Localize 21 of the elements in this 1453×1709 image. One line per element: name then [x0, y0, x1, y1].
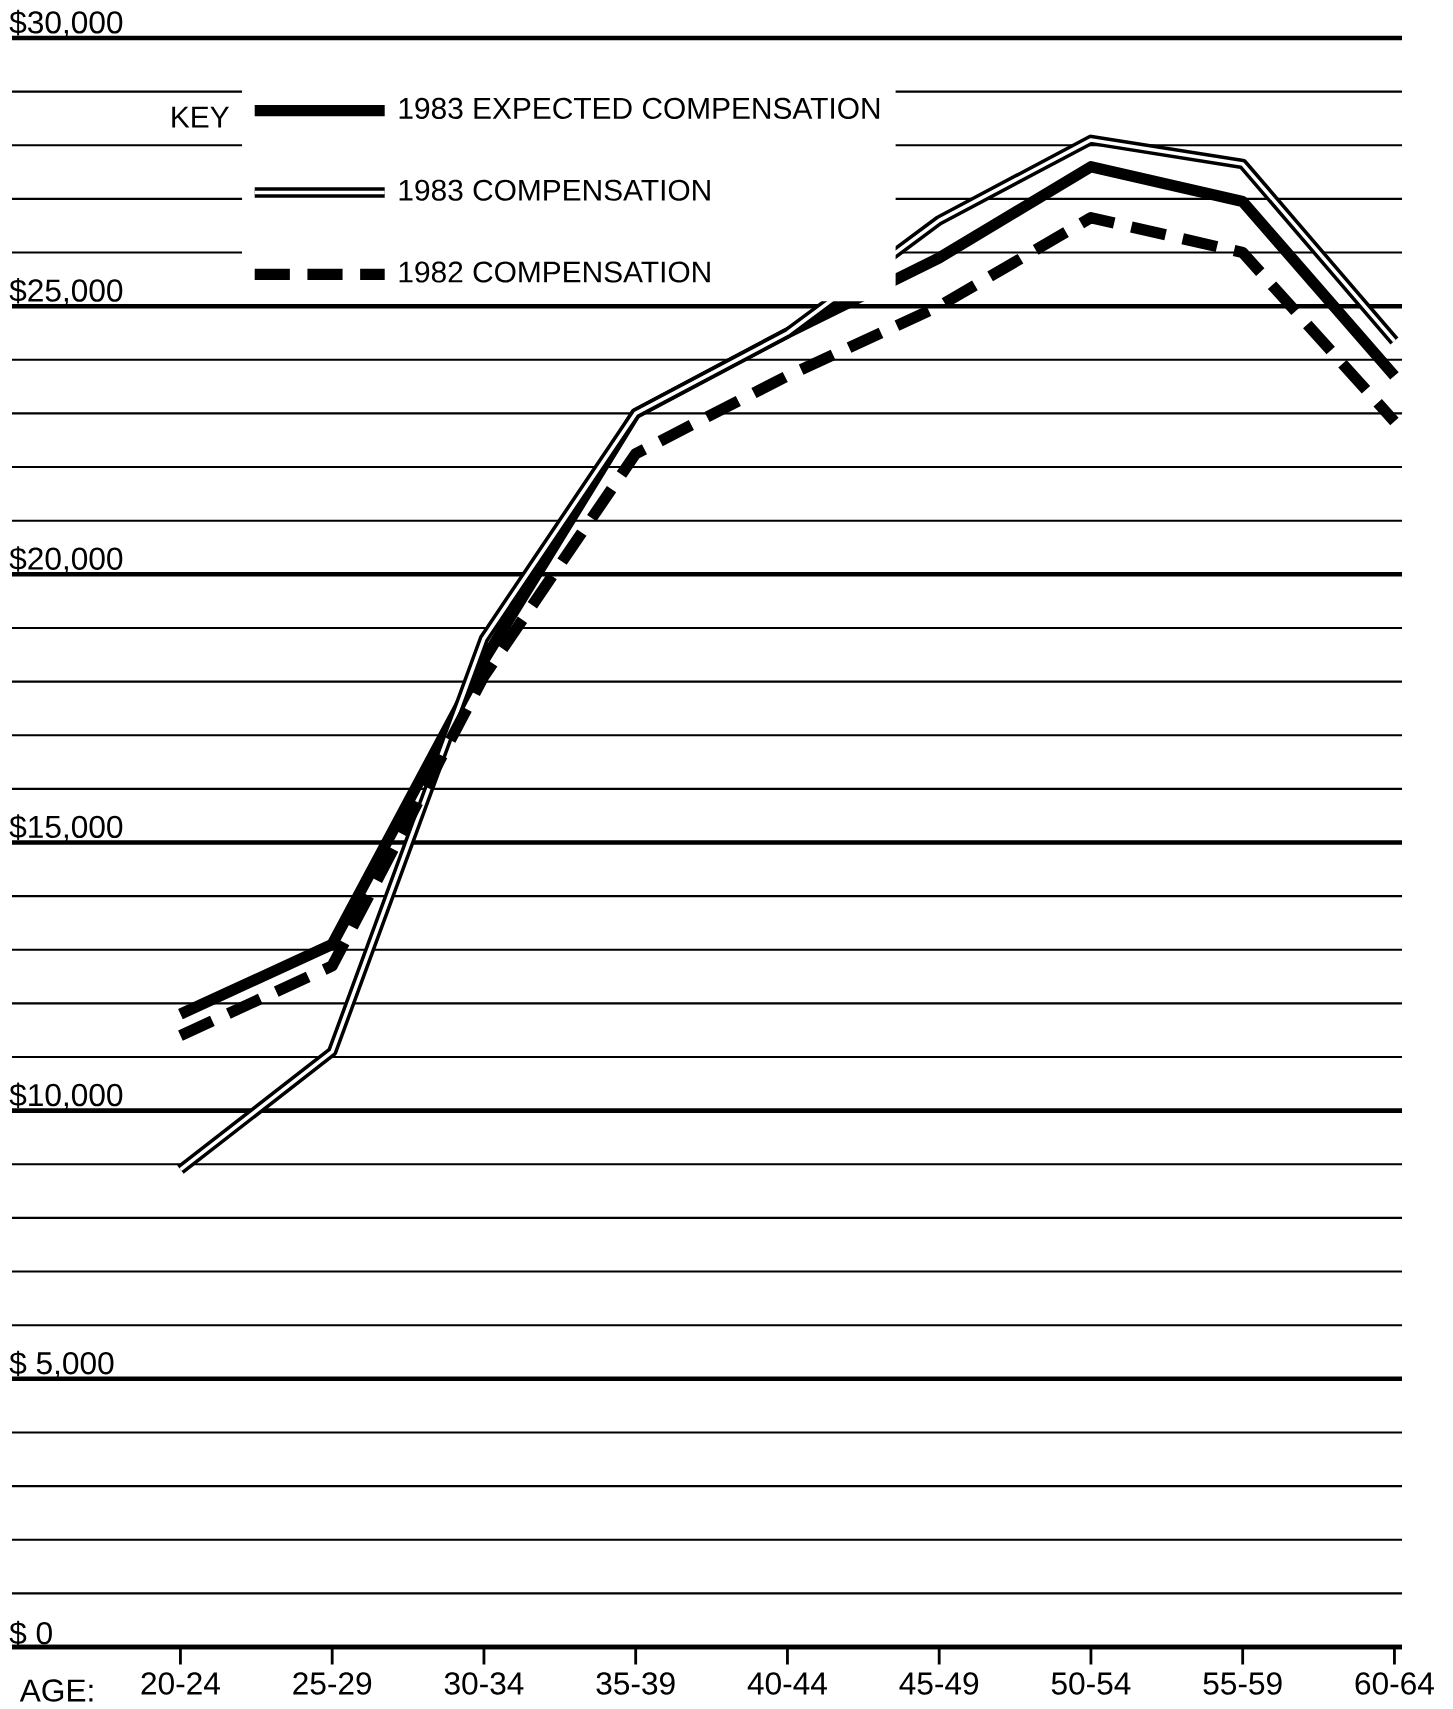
- x-tick-label: 40-44: [747, 1672, 827, 1695]
- y-tick-label: $ 0: [9, 1620, 52, 1647]
- y-tick-label: $10,000: [9, 1082, 123, 1110]
- x-tick-label: 20-24: [141, 1672, 220, 1695]
- x-tick-label: 35-39: [596, 1672, 675, 1695]
- x-axis-title: AGE:: [19, 1679, 93, 1702]
- x-tick-label: 30-34: [444, 1672, 524, 1695]
- legend-label: 1982 COMPENSATION: [399, 261, 710, 283]
- legend-label: 1983 COMPENSATION: [399, 179, 710, 201]
- y-tick-label: $25,000: [9, 277, 123, 306]
- legend-label: 1983 EXPECTED COMPENSATION: [399, 97, 880, 119]
- x-tick-label: 60-64: [1355, 1672, 1434, 1695]
- x-tick-label: 50-54: [1051, 1672, 1131, 1695]
- legend-title: KEY: [172, 106, 229, 128]
- x-tick-label: 45-49: [899, 1672, 979, 1695]
- x-tick-label: 55-59: [1203, 1672, 1282, 1695]
- y-tick-label: $15,000: [9, 814, 123, 842]
- y-tick-label: $30,000: [9, 9, 123, 38]
- y-tick-label: $ 5,000: [9, 1350, 114, 1379]
- x-tick-label: 25-29: [293, 1672, 372, 1695]
- y-tick-label: $20,000: [9, 546, 123, 574]
